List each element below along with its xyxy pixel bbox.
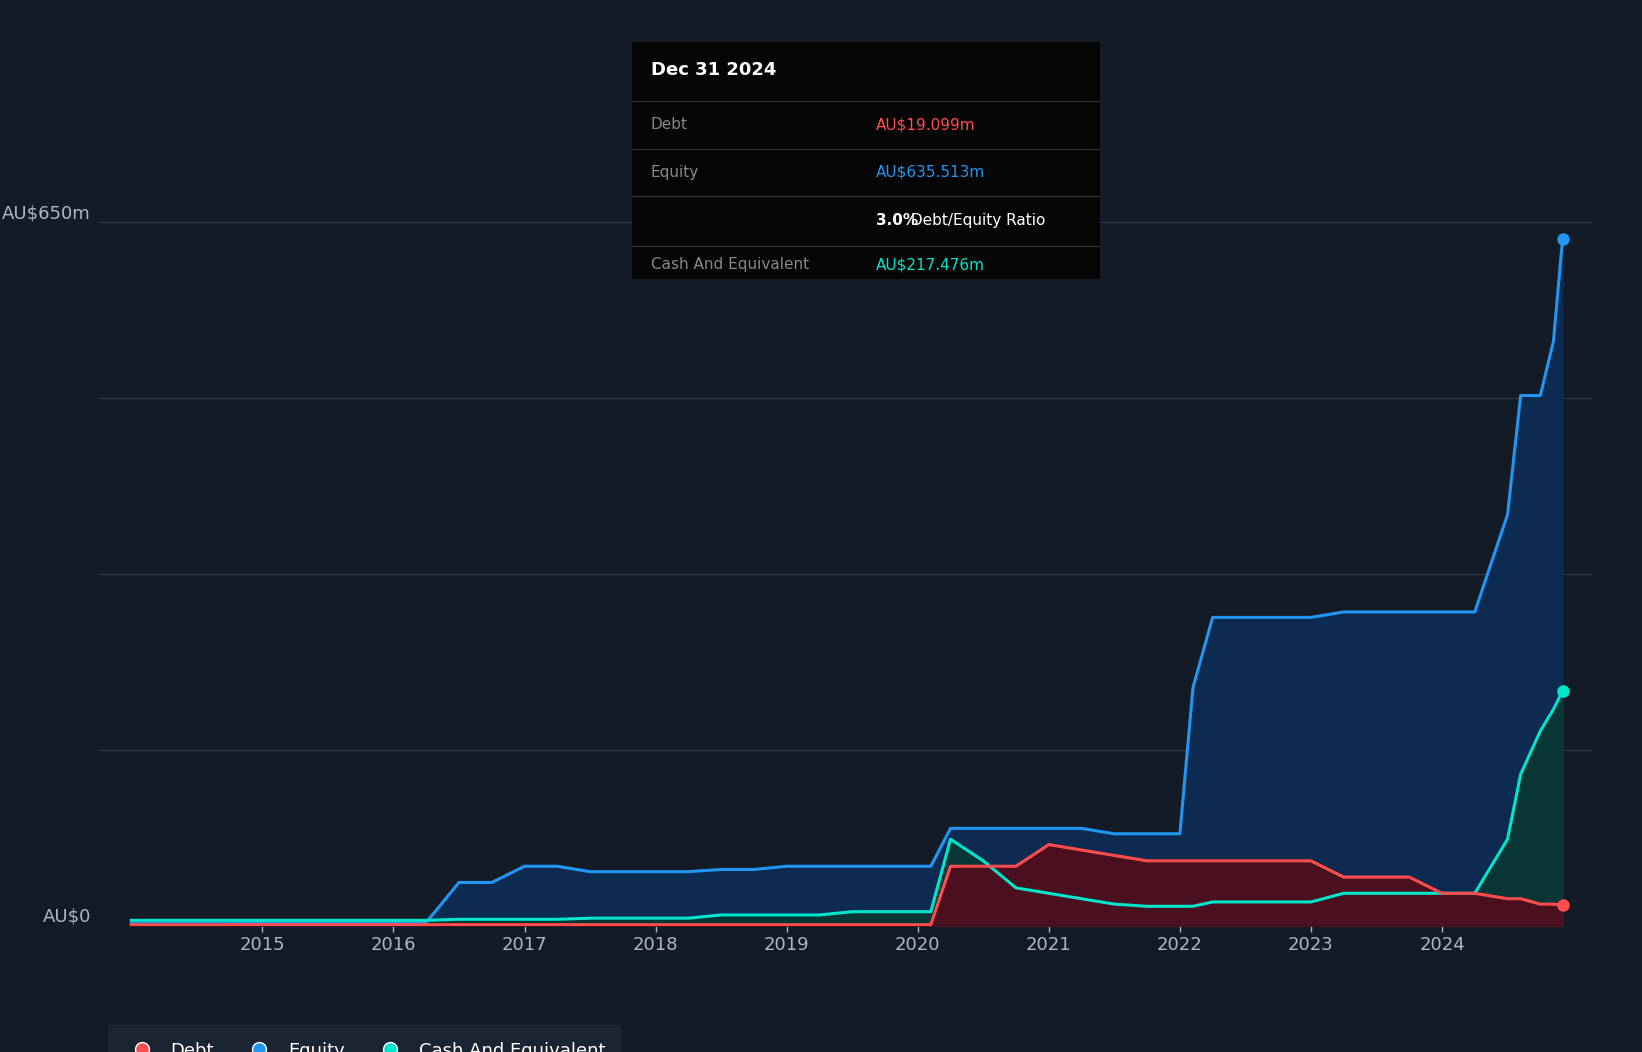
Text: Equity: Equity	[650, 165, 699, 180]
Text: AU$217.476m: AU$217.476m	[875, 257, 985, 272]
Text: Cash And Equivalent: Cash And Equivalent	[650, 257, 810, 272]
Text: AU$0: AU$0	[43, 908, 90, 926]
Text: 3.0%: 3.0%	[875, 214, 918, 228]
Legend: Debt, Equity, Cash And Equivalent: Debt, Equity, Cash And Equivalent	[107, 1026, 622, 1052]
Text: AU$650m: AU$650m	[2, 204, 90, 222]
Text: Debt/Equity Ratio: Debt/Equity Ratio	[906, 214, 1046, 228]
Text: Debt: Debt	[650, 118, 688, 133]
Text: Dec 31 2024: Dec 31 2024	[650, 61, 777, 79]
Text: AU$19.099m: AU$19.099m	[875, 118, 975, 133]
Text: AU$635.513m: AU$635.513m	[875, 165, 985, 180]
